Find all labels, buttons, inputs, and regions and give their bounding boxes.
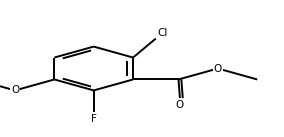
Text: O: O — [11, 85, 19, 95]
Text: O: O — [176, 100, 184, 110]
Text: O: O — [214, 64, 222, 73]
Text: Cl: Cl — [157, 28, 168, 38]
Text: F: F — [91, 114, 97, 124]
